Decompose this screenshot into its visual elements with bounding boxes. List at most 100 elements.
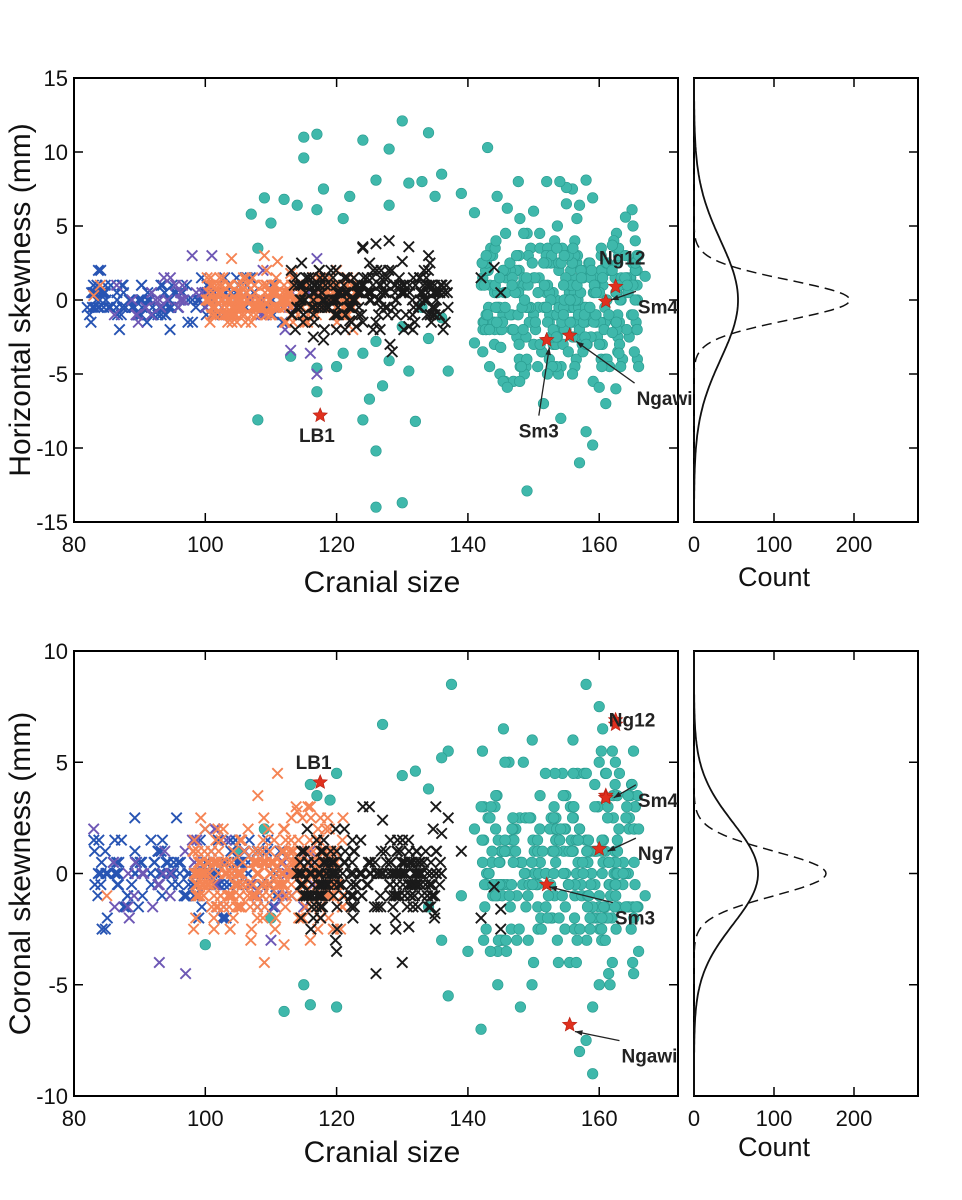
data-point-cross — [201, 878, 214, 891]
data-point-dot — [317, 183, 330, 195]
data-point-cross — [178, 294, 190, 306]
x-tick-label: 120 — [318, 532, 355, 557]
data-point-cross — [304, 347, 317, 360]
data-point-dot — [499, 834, 511, 846]
data-point-dot — [278, 193, 290, 205]
data-point-dot — [291, 199, 303, 211]
data-point-dot — [541, 316, 554, 328]
data-point-dot — [557, 309, 570, 321]
data-point-cross — [339, 845, 352, 858]
marginal-tick-label: 0 — [688, 532, 700, 557]
data-point-dot — [529, 316, 542, 328]
data-point-cross — [428, 912, 441, 924]
annotation-arrow — [575, 340, 635, 384]
data-point-dot — [245, 208, 257, 220]
data-point-dot — [523, 812, 535, 824]
data-point-dot — [606, 326, 618, 339]
data-point-cross — [292, 912, 305, 924]
data-point-dot — [429, 190, 441, 202]
data-point-dot — [493, 856, 505, 868]
data-point-cross — [328, 845, 341, 858]
data-point-dot — [628, 968, 640, 980]
data-point-cross — [407, 301, 420, 314]
data-point-cross — [322, 878, 335, 891]
annotation-arrowhead — [576, 341, 584, 349]
data-point-cross — [110, 856, 123, 869]
data-point-cross — [209, 823, 221, 835]
data-point-cross — [305, 889, 318, 902]
data-point-dot — [568, 801, 580, 813]
data-point-cross — [260, 856, 273, 869]
data-point-dot — [584, 301, 596, 314]
data-point-dot — [626, 204, 638, 216]
data-point-dot — [619, 250, 632, 262]
data-point-cross — [262, 823, 275, 835]
marginal-tick-label: 200 — [836, 1106, 873, 1131]
data-point-dot — [520, 272, 533, 284]
data-point-dot — [535, 923, 547, 935]
data-point-cross — [318, 323, 331, 336]
data-point-cross — [488, 261, 501, 274]
data-point-dot — [298, 131, 310, 143]
data-point-dot — [324, 794, 336, 806]
data-point-cross — [437, 323, 450, 336]
data-point-cross — [307, 331, 320, 343]
data-point-dot — [403, 177, 415, 189]
data-point-cross — [108, 901, 121, 913]
data-point-cross — [245, 923, 258, 935]
data-point-cross — [224, 923, 237, 935]
data-point-dot — [455, 187, 467, 200]
data-point-dot — [567, 242, 579, 254]
data-point-cross — [126, 294, 138, 306]
data-point-cross — [494, 903, 507, 915]
data-point-dot — [499, 301, 511, 314]
data-point-dot — [480, 923, 492, 935]
data-point-cross — [277, 823, 290, 835]
data-point-dot — [512, 176, 524, 188]
data-point-cross — [99, 845, 112, 858]
data-point-dot — [484, 812, 496, 824]
data-point-dot — [626, 778, 638, 791]
data-point-cross — [426, 301, 439, 314]
data-point-cross — [296, 912, 309, 924]
data-point-cross — [338, 889, 351, 902]
data-point-dot — [556, 890, 568, 902]
data-point-cross — [208, 912, 220, 924]
data-point-dot — [491, 316, 503, 328]
data-point-dot — [621, 324, 633, 336]
data-point-cross — [233, 901, 245, 913]
data-point-dot — [600, 398, 612, 410]
data-point-dot — [511, 934, 523, 946]
data-point-cross — [192, 912, 205, 924]
data-point-cross — [225, 845, 237, 858]
data-point-dot — [497, 723, 510, 735]
data-point-cross — [242, 878, 254, 891]
data-point-dot — [621, 801, 633, 813]
data-point-cross — [337, 812, 349, 824]
data-point-dot — [252, 414, 264, 426]
data-point-cross — [330, 308, 343, 321]
data-point-dot — [629, 879, 641, 891]
data-point-cross — [217, 901, 230, 913]
data-point-dot — [629, 294, 641, 306]
data-point-cross — [396, 834, 409, 846]
data-point-dot — [422, 783, 435, 795]
data-point-dot — [517, 324, 529, 336]
data-point-cross — [398, 856, 411, 869]
data-point-cross — [221, 856, 234, 869]
data-point-dot — [586, 264, 598, 277]
data-point-cross — [192, 856, 205, 869]
data-point-cross — [251, 789, 264, 802]
data-point-cross — [488, 880, 501, 893]
data-point-cross — [100, 889, 113, 902]
data-point-dot — [542, 890, 555, 902]
data-point-dot — [593, 381, 605, 393]
data-point-dot — [484, 945, 496, 957]
data-point-dot — [538, 257, 550, 269]
marginal-tick-label: 100 — [756, 1106, 793, 1131]
y-axis-title: Horizontal skewness (mm) — [4, 123, 37, 476]
data-point-cross — [137, 867, 150, 880]
x-tick-label: 100 — [187, 532, 224, 557]
data-point-dot — [595, 242, 607, 254]
